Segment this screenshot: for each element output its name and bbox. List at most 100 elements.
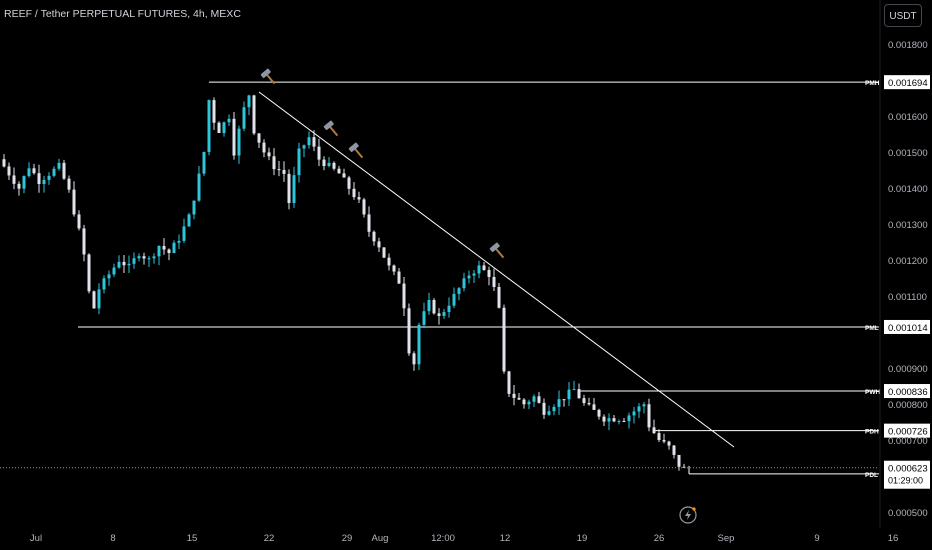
candle-body <box>377 241 381 248</box>
candle-body <box>322 159 326 167</box>
hammer-handle <box>265 73 276 85</box>
x-tick-label: 12 <box>500 533 511 544</box>
candle-body <box>492 276 496 287</box>
candle-body <box>267 152 271 157</box>
candle-body <box>357 197 361 200</box>
y-tick-label: 0.000500 <box>888 508 928 519</box>
candle-body <box>132 258 136 264</box>
candle-body <box>52 168 56 176</box>
candle-body <box>262 142 266 153</box>
candle-body <box>282 170 286 174</box>
candle-body <box>457 288 461 294</box>
hammer-head <box>323 120 334 131</box>
hammer-head <box>489 242 500 253</box>
candle-body <box>337 168 341 174</box>
level-price: 0.000836 <box>888 387 928 398</box>
candle-body <box>477 265 481 274</box>
y-tick-label: 0.001400 <box>888 184 928 195</box>
candle-body <box>562 399 566 401</box>
candle-body <box>217 122 221 134</box>
candle-body <box>407 308 411 354</box>
lightning-icon <box>679 506 697 524</box>
hammer-icon <box>348 142 364 159</box>
candle-body <box>252 95 256 134</box>
candle-body <box>507 371 511 394</box>
hammer-handle <box>328 125 339 137</box>
x-tick-label: 12:00 <box>431 533 455 544</box>
candle-body <box>92 291 96 309</box>
x-tick-label: 9 <box>814 533 819 544</box>
candle-body <box>297 148 301 176</box>
candle-body <box>87 254 91 292</box>
candle-body <box>587 403 591 405</box>
candle-body <box>182 226 186 241</box>
candle-body <box>187 214 191 227</box>
price-axis[interactable]: 0.001800 0.001600 0.001500 0.001400 0.001300… <box>888 40 928 519</box>
chart-title: REEF / Tether PERPETUAL FUTURES, 4h, MEX… <box>4 8 241 20</box>
lightning-bolt <box>685 510 691 520</box>
level-price: 0.001694 <box>888 78 928 89</box>
candle-body <box>307 137 311 146</box>
candle-body <box>572 389 576 391</box>
candles <box>2 94 686 471</box>
candle-body <box>367 214 371 232</box>
candle-body <box>522 399 526 405</box>
candle-body <box>352 188 356 198</box>
current-price: 0.000623 <box>888 464 928 475</box>
level-price: 0.001014 <box>888 323 928 334</box>
candle-body <box>227 118 231 123</box>
candle-body <box>432 299 436 314</box>
candle-body <box>387 257 391 266</box>
candle-body <box>497 286 501 308</box>
candle-body <box>292 175 296 204</box>
level-price-badge <box>884 384 930 399</box>
x-tick-label: 19 <box>577 533 588 544</box>
candle-body <box>442 312 446 316</box>
x-tick-label: 16 <box>888 533 899 544</box>
current-price-badge <box>884 460 930 489</box>
x-tick-label: 8 <box>110 533 115 544</box>
candle-body <box>637 406 641 412</box>
candle-body <box>327 162 331 167</box>
level-name: PML <box>865 325 879 332</box>
hammer-head <box>260 68 271 79</box>
time-axis[interactable]: Jul 8 15 22 29 Aug 12:00 12 19 26 Sep 9 16 <box>30 533 898 544</box>
candle-body <box>347 177 351 189</box>
x-tick-label: Sep <box>718 533 735 544</box>
level-name: PDL <box>865 472 878 479</box>
candle-body <box>137 256 141 259</box>
candle-body <box>417 324 421 365</box>
candle-body <box>32 168 36 174</box>
y-tick-label: 0.001500 <box>888 148 928 159</box>
candle-body <box>2 159 6 167</box>
candle-body <box>242 107 246 129</box>
currency-button[interactable]: USDT <box>884 4 922 27</box>
level-price-badge <box>884 75 930 90</box>
candle-body <box>382 247 386 258</box>
candle-body <box>117 261 121 268</box>
candle-body <box>662 440 666 442</box>
x-tick-label: 22 <box>264 533 275 544</box>
hammer-handle <box>353 147 364 159</box>
level-lines <box>78 81 879 475</box>
candle-body <box>482 265 486 271</box>
candle-body <box>527 401 531 405</box>
candle-body <box>582 398 586 404</box>
bar-countdown: 01:29:00 <box>888 476 923 486</box>
candle-body <box>542 402 546 415</box>
candle-body <box>517 397 521 400</box>
y-tick-label: 0.001600 <box>888 112 928 123</box>
y-tick-label: 0.001800 <box>888 40 928 51</box>
candle-body <box>652 427 656 434</box>
trendline-group <box>258 91 735 448</box>
y-tick-label: 0.000900 <box>888 364 928 375</box>
candle-body <box>272 156 276 170</box>
candle-body <box>22 176 26 189</box>
candle-body <box>202 152 206 174</box>
candle-body <box>67 178 71 190</box>
candle-body <box>437 313 441 316</box>
hammer-handle <box>494 247 505 259</box>
y-tick-label: 0.000800 <box>888 400 928 411</box>
